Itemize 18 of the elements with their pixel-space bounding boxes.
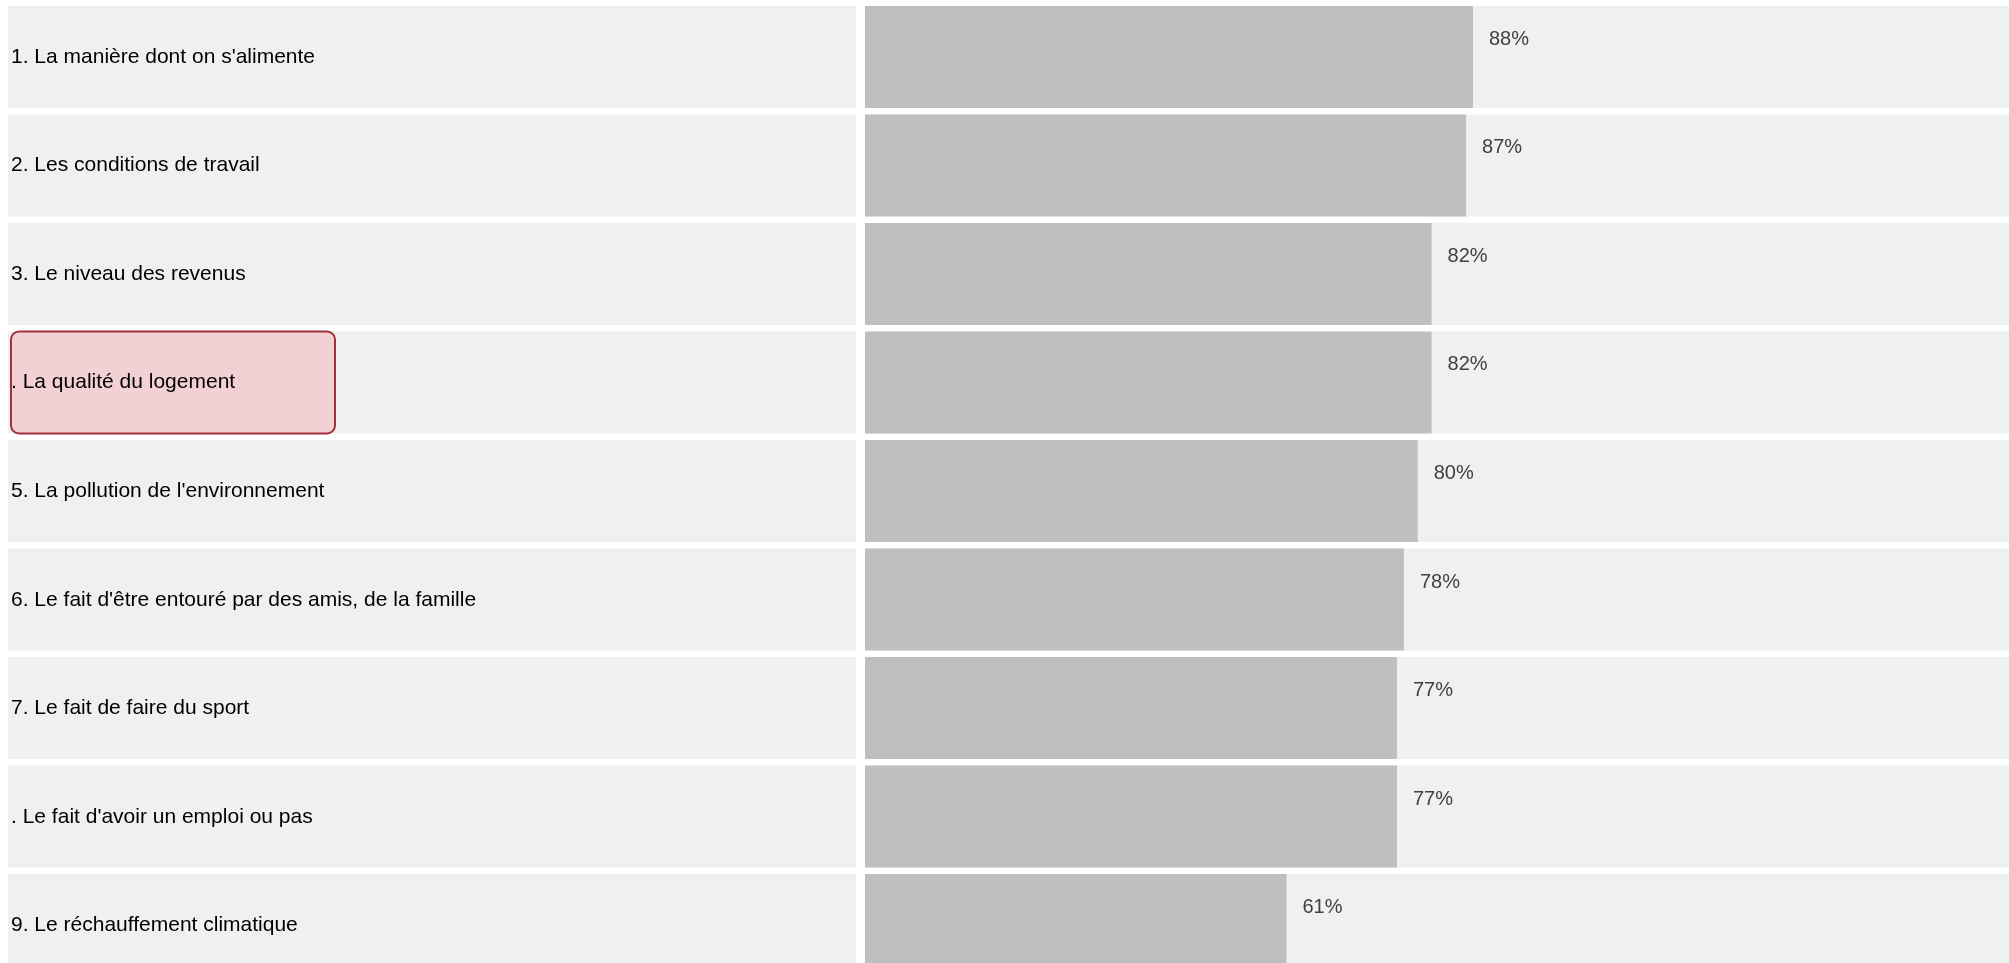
data-label: 88% [1489, 27, 1530, 49]
y-tick-label: 3. Le niveau des revenus [11, 261, 246, 284]
data-label: 77% [1413, 678, 1454, 700]
y-tick-label: . Le fait d'avoir un emploi ou pas [11, 803, 313, 827]
y-tick-label: 1. La manière dont on s'alimente [11, 44, 316, 67]
y-tick-label: 2. Les conditions de travail [11, 152, 260, 176]
data-label: 82% [1447, 352, 1488, 375]
y-tick-label: 7. Le fait de faire du sport [11, 695, 250, 718]
data-label: 80% [1433, 461, 1474, 483]
data-label: 61% [1302, 895, 1343, 917]
y-tick-label: . La qualité du logement [11, 369, 236, 393]
data-label: 78% [1419, 569, 1461, 592]
y-tick-label: 6. Le fait d'être entouré par des amis, de la famille [11, 586, 477, 610]
y-tick-label: 5. La pollution de l'environnement [11, 478, 325, 501]
data-label: 77% [1413, 786, 1454, 809]
data-label: 82% [1447, 244, 1488, 266]
y-tick-label: 9. Le réchauffement climatique [11, 912, 298, 935]
data-label: 87% [1482, 135, 1523, 158]
